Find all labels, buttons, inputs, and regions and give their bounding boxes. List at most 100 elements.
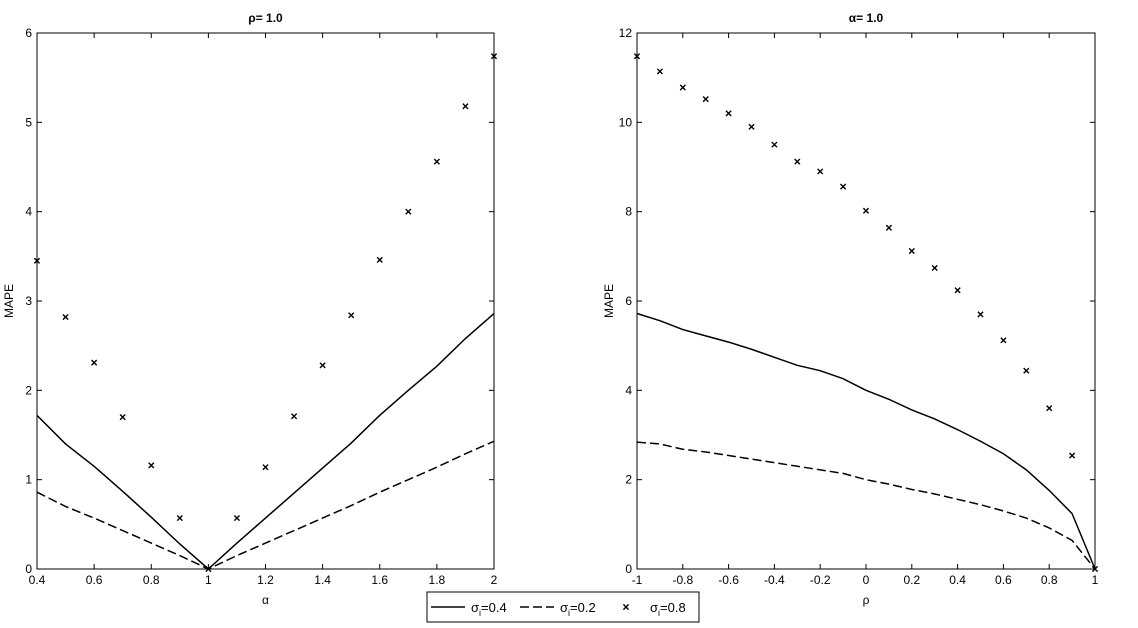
x-tick-label: 0.6 xyxy=(86,573,103,587)
y-tick-label: 12 xyxy=(619,26,633,40)
data-point-marker xyxy=(319,362,326,369)
data-point-marker xyxy=(205,565,212,573)
data-point-marker xyxy=(656,68,663,75)
data-point-marker xyxy=(290,413,298,420)
x-tick-label: 0.8 xyxy=(143,573,160,587)
data-point-marker xyxy=(348,312,355,319)
data-point-marker xyxy=(233,514,241,522)
y-tick-label: 0 xyxy=(625,562,632,576)
series-solid-line xyxy=(636,312,1096,570)
x-tick-label: 1.6 xyxy=(371,573,388,587)
legend-label-subscript: i xyxy=(479,608,481,618)
left-chart-panel: 0.4 0.6 0.8 1 1.2 1.4 1.6 1.8 2 0 1 2 3 4 5 6 ρ= 1.0 α MAP… xyxy=(2,11,498,607)
data-point-marker xyxy=(262,464,269,471)
legend-label-value: =0.2 xyxy=(570,600,596,615)
data-point-marker xyxy=(405,208,412,215)
data-point-marker xyxy=(62,313,69,321)
y-tick-label: 5 xyxy=(25,115,32,129)
data-point-marker xyxy=(1091,565,1099,573)
y-axis-label: MAPE xyxy=(602,284,616,318)
data-point-marker xyxy=(748,123,755,130)
data-point-marker xyxy=(1023,367,1030,374)
legend-label: σi=0.2 xyxy=(560,600,596,618)
data-point-marker xyxy=(885,224,892,231)
data-point-marker xyxy=(679,84,686,91)
y-tick-label: 6 xyxy=(25,26,32,40)
legend-label-value: =0.4 xyxy=(481,600,507,615)
y-tick-label: 3 xyxy=(25,294,32,308)
axes-box xyxy=(636,32,1096,570)
y-tick-label: 4 xyxy=(25,205,32,219)
legend-marker-swatch xyxy=(622,603,630,611)
data-point-marker xyxy=(931,264,938,272)
x-tick-label: 0.4 xyxy=(949,573,966,587)
legend-box xyxy=(426,591,700,623)
x-tick-label: 2 xyxy=(491,573,498,587)
y-tick-label: 1 xyxy=(25,473,32,487)
data-point-marker xyxy=(148,462,155,469)
data-point-marker xyxy=(633,53,641,60)
data-point-marker xyxy=(794,158,801,165)
x-tick-label: 0.4 xyxy=(29,573,46,587)
data-point-marker xyxy=(817,168,824,175)
x-axis-label: ρ xyxy=(863,593,870,607)
y-tick-label: 2 xyxy=(625,473,632,487)
x-tick-label: 1.8 xyxy=(429,573,446,587)
y-tick-label: 0 xyxy=(25,562,32,576)
x-tick-label: 0.8 xyxy=(1041,573,1058,587)
data-point-marker xyxy=(1046,405,1053,412)
legend-label-subscript: i xyxy=(658,608,660,618)
x-tick-label: 1 xyxy=(205,573,212,587)
y-tick-label: 2 xyxy=(25,383,32,397)
data-point-marker xyxy=(702,96,709,103)
series-solid-line xyxy=(36,312,495,571)
legend-label-value: =0.8 xyxy=(660,600,686,615)
y-axis-label: MAPE xyxy=(2,284,16,318)
x-axis-label: α xyxy=(262,593,269,607)
chart-title: ρ= 1.0 xyxy=(248,11,283,25)
y-tick-label: 4 xyxy=(625,383,632,397)
data-point-marker xyxy=(91,359,98,366)
x-tick-label: 0 xyxy=(863,573,870,587)
legend-label-symbol: σ xyxy=(560,600,568,615)
legend-label-symbol: σ xyxy=(471,600,479,615)
data-point-marker xyxy=(33,257,41,264)
x-tick-label: -0.8 xyxy=(672,573,693,587)
data-point-marker xyxy=(977,311,984,318)
x-tick-label: 0.6 xyxy=(995,573,1012,587)
x-tick-label: -0.4 xyxy=(764,573,785,587)
data-point-marker xyxy=(954,287,961,294)
x-tick-label: -0.2 xyxy=(810,573,831,587)
data-point-marker xyxy=(1000,337,1007,344)
legend: σi=0.4 σi=0.2 σi=0.8 xyxy=(426,591,700,623)
right-chart-panel: -1 -0.8 -0.6 -0.4 -0.2 0 0.2 0.4 0.6 0.8 102468101… xyxy=(602,11,1099,607)
data-point-marker xyxy=(490,53,498,60)
y-tick-label: 8 xyxy=(625,205,632,219)
x-tick-label: 1.4 xyxy=(314,573,331,587)
x-tick-label: -0.6 xyxy=(718,573,739,587)
data-point-marker xyxy=(908,247,915,255)
x-tick-label: -1 xyxy=(632,573,643,587)
legend-label-symbol: σ xyxy=(650,600,658,615)
legend-label: σi=0.4 xyxy=(471,600,507,618)
chart-title: α= 1.0 xyxy=(849,11,884,25)
y-tick-label: 10 xyxy=(619,115,633,129)
y-tick-label: 6 xyxy=(625,294,632,308)
data-point-marker xyxy=(376,256,383,264)
data-point-marker xyxy=(433,158,440,165)
series-dashed-line xyxy=(36,440,495,570)
data-point-marker xyxy=(119,414,126,421)
data-point-marker xyxy=(771,141,778,148)
x-tick-label: 1.2 xyxy=(257,573,274,587)
axes-box xyxy=(36,32,495,570)
data-point-marker xyxy=(176,514,183,522)
data-point-marker xyxy=(862,207,870,214)
data-point-marker xyxy=(462,103,469,110)
data-point-marker xyxy=(725,110,732,117)
x-tick-label: 1 xyxy=(1092,573,1099,587)
legend-label: σi=0.8 xyxy=(650,600,686,618)
x-tick-label: 0.2 xyxy=(903,573,920,587)
legend-label-subscript: i xyxy=(568,608,570,618)
data-point-marker xyxy=(840,183,847,190)
